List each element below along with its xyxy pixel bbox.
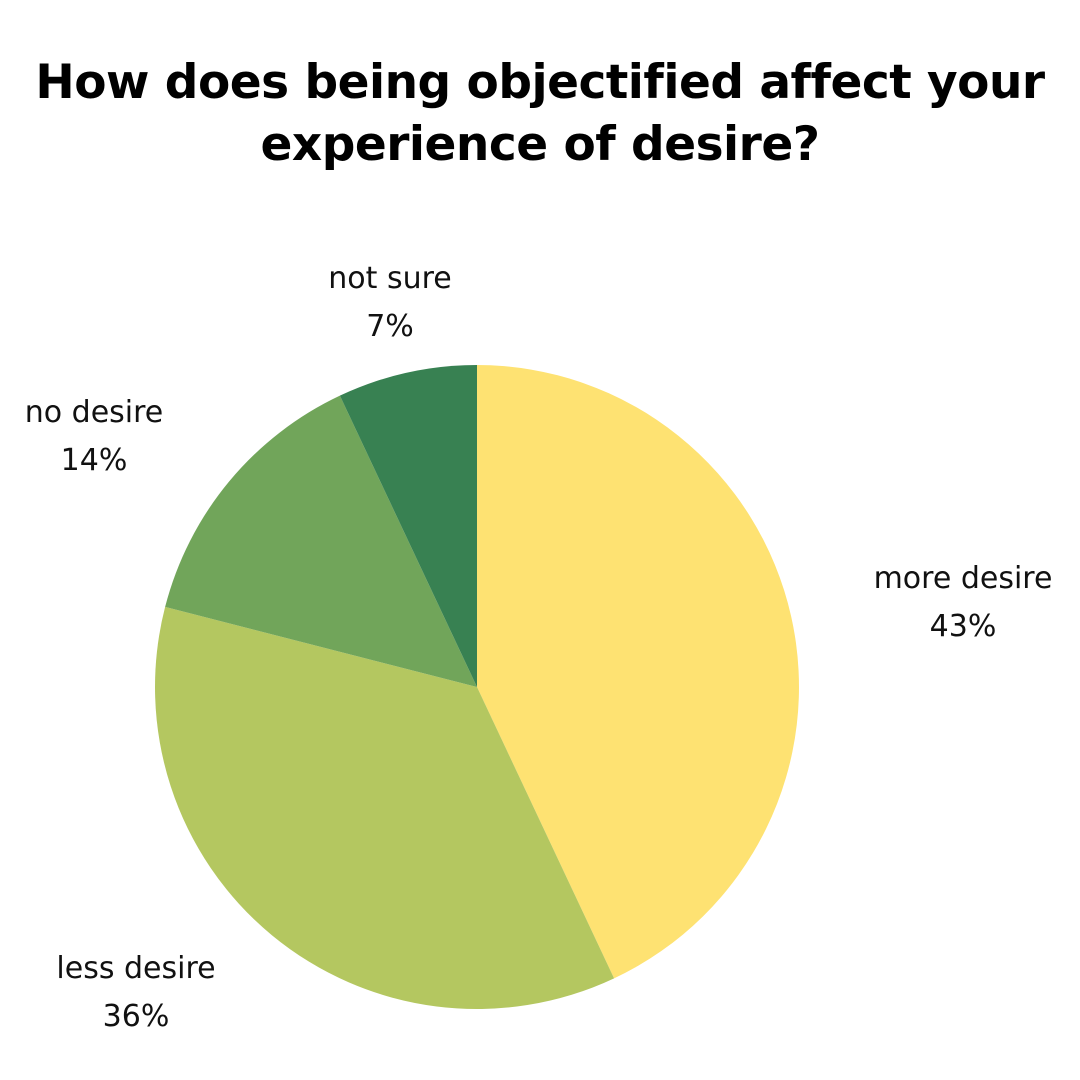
- label-no-desire-name: no desire: [24, 395, 164, 430]
- label-less-desire-name: less desire: [56, 951, 216, 986]
- label-not-sure-name: not sure: [328, 261, 452, 296]
- label-not-sure: not sure 7%: [328, 255, 451, 351]
- label-no-desire-pct: 14%: [60, 443, 128, 478]
- pie-slice-no-desire: [165, 395, 477, 687]
- label-more-desire-name: more desire: [873, 561, 1053, 596]
- label-more-desire-pct: 43%: [929, 609, 997, 644]
- label-less-desire-pct: 36%: [102, 999, 170, 1034]
- chart-title-line-1: How does being objectified affect your: [35, 55, 1045, 110]
- label-more-desire: more desire 43%: [874, 555, 1053, 651]
- label-not-sure-pct: 7%: [366, 309, 414, 344]
- chart-title: How does being objectified affect your e…: [0, 52, 1080, 176]
- chart-title-line-2: experience of desire?: [260, 117, 820, 172]
- pie-slice-more-desire: [477, 365, 799, 979]
- label-no-desire: no desire 14%: [25, 389, 164, 485]
- pie-slice-not-sure: [339, 365, 477, 687]
- pie-slice-less-desire: [155, 606, 615, 1009]
- label-less-desire: less desire 36%: [56, 945, 215, 1041]
